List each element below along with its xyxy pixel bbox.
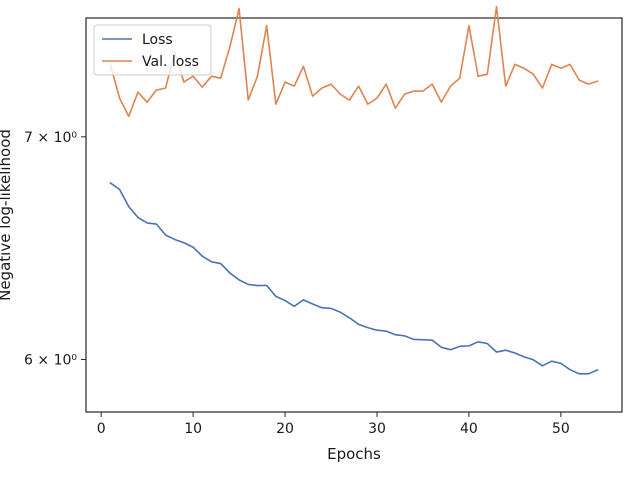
legend-val-loss-label: Val. loss [142, 54, 199, 70]
legend-box [93, 24, 212, 76]
x-tick-label: 10 [184, 421, 202, 437]
legend-loss-label: Loss [142, 32, 173, 48]
x-axis-label: Epochs [327, 445, 381, 463]
series-group [109, 5, 599, 375]
legend: Loss Val. loss [93, 24, 212, 76]
x-tick-label: 20 [276, 421, 294, 437]
x-axis: 0 10 20 30 40 50 [97, 412, 570, 437]
x-tick-label: 0 [97, 421, 106, 437]
plot-area [85, 17, 623, 413]
y-tick-label: 6 × 10⁰ [24, 353, 77, 369]
series-line-val-loss [109, 5, 599, 118]
y-tick-label: 7 × 10⁰ [24, 130, 77, 146]
y-axis-label: Negative log-likelihood [0, 129, 14, 301]
x-tick-label: 30 [368, 421, 386, 437]
x-tick-label: 50 [552, 421, 570, 437]
series-line-loss [109, 182, 599, 375]
y-axis: 6 × 10⁰ 7 × 10⁰ [24, 130, 86, 369]
x-tick-label: 40 [460, 421, 478, 437]
